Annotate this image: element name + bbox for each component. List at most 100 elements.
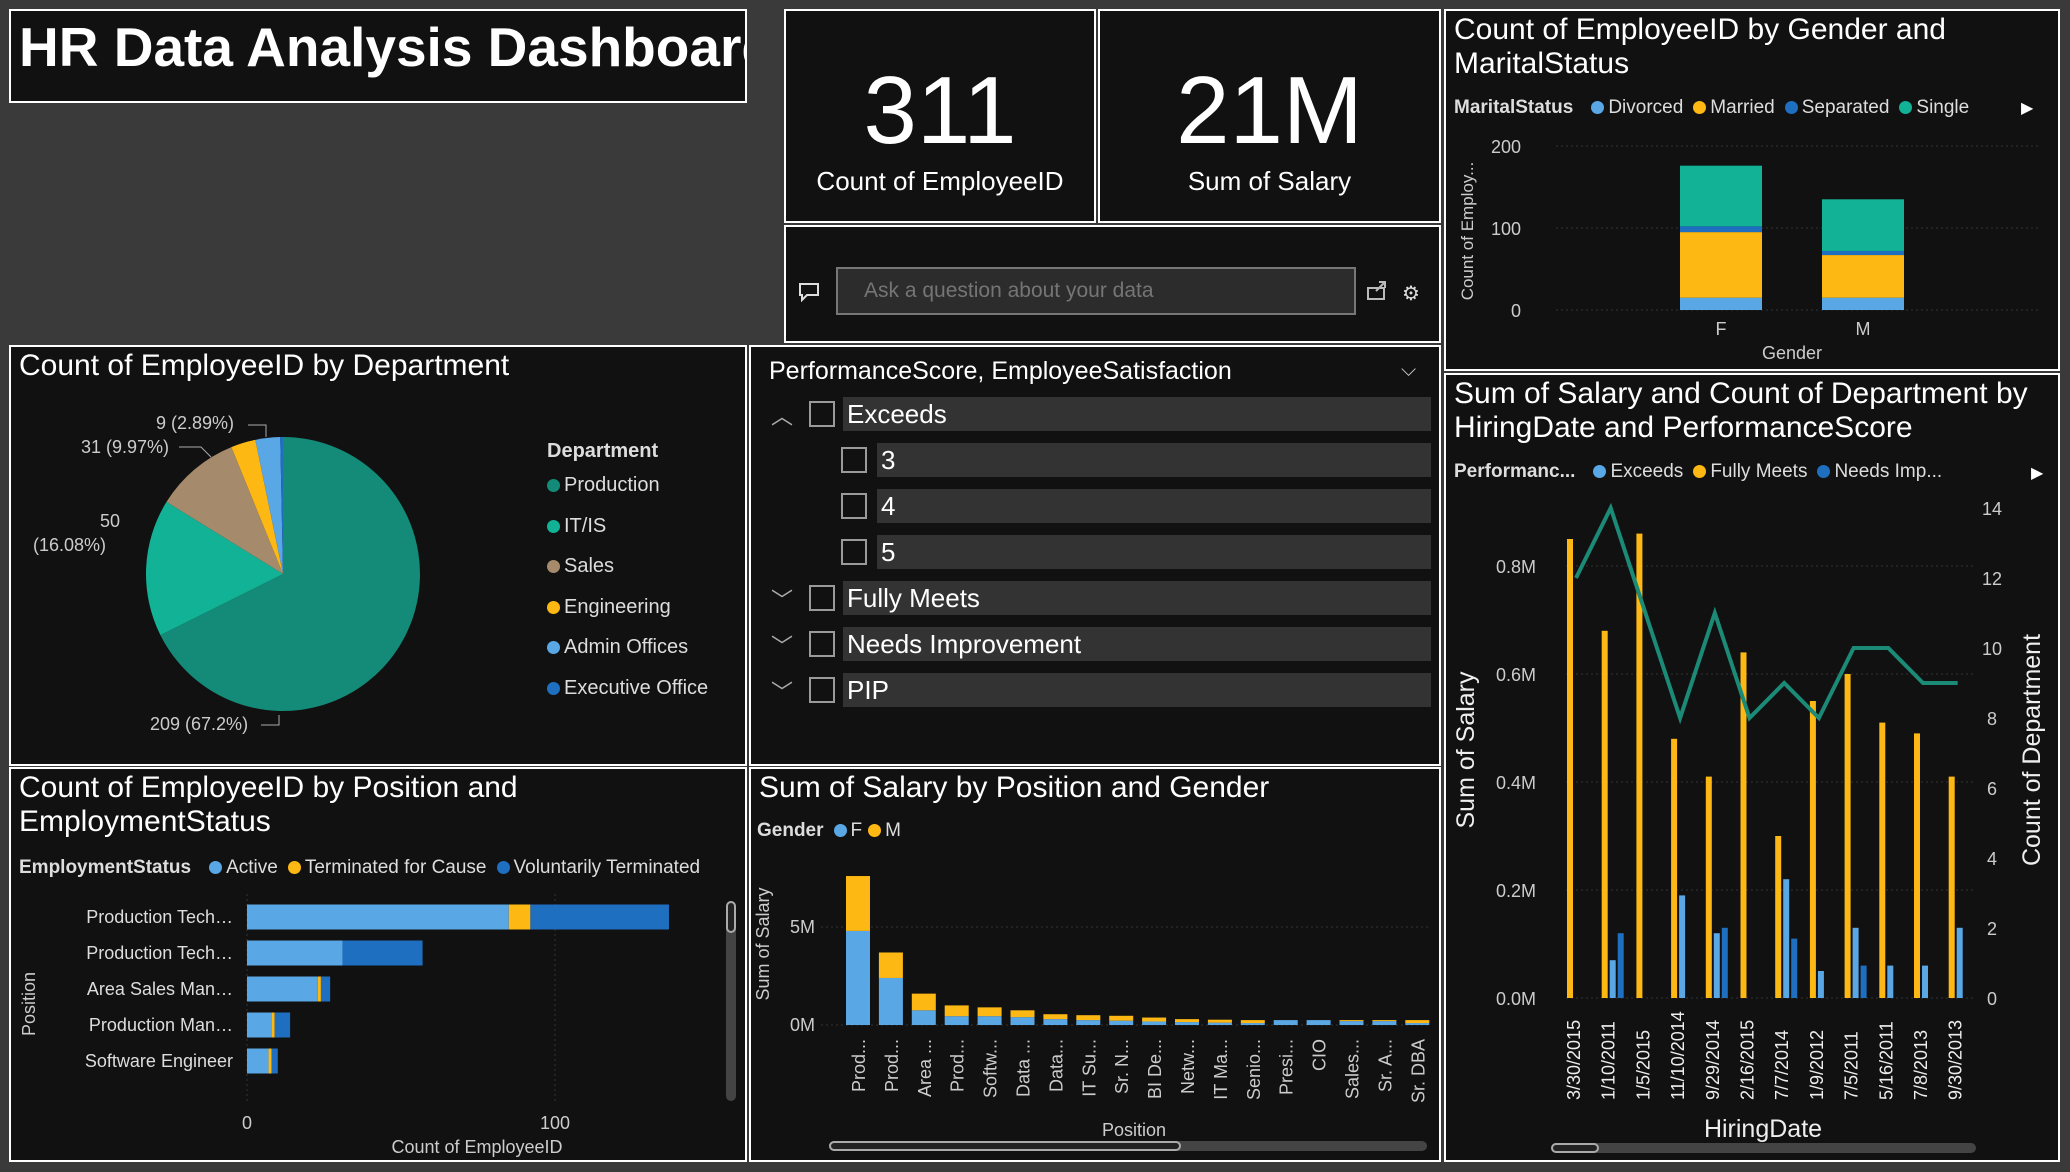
bar-voluntarily-terminated[interactable] bbox=[271, 1048, 278, 1074]
bar-voluntarily-terminated[interactable] bbox=[320, 976, 331, 1002]
pie-slice-it-is[interactable] bbox=[145, 501, 283, 636]
pie-slice-sales[interactable] bbox=[166, 447, 283, 574]
bar-f[interactable] bbox=[1339, 1021, 1364, 1025]
bar-f[interactable] bbox=[944, 1016, 969, 1025]
bar-f[interactable] bbox=[1076, 1020, 1101, 1025]
position-status-chart[interactable]: Count of EmployeeID by Position and Emplo… bbox=[9, 767, 747, 1162]
bar-exceeds[interactable] bbox=[1914, 733, 1920, 998]
chevron-down-icon[interactable]: ⌵ bbox=[1401, 359, 1417, 381]
chevron-down-icon[interactable]: ﹀ bbox=[771, 634, 794, 659]
bar-divorced[interactable] bbox=[1680, 297, 1762, 310]
bar-m[interactable] bbox=[1142, 1017, 1167, 1022]
horizontal-scrollbar[interactable] bbox=[1551, 1143, 1976, 1153]
bar-f[interactable] bbox=[1175, 1022, 1199, 1025]
checkbox[interactable] bbox=[841, 539, 867, 565]
bar-m[interactable] bbox=[1372, 1020, 1397, 1022]
slicer-item-needs-improvement[interactable]: ﹀ Needs Improvement bbox=[751, 627, 1439, 661]
bar-exceeds[interactable] bbox=[1775, 836, 1782, 998]
bar-terminated-for-cause[interactable] bbox=[271, 1012, 275, 1038]
bar-f[interactable] bbox=[1240, 1023, 1265, 1025]
salary-sum-card[interactable]: 21M Sum of Salary bbox=[1098, 9, 1441, 223]
bar-m[interactable] bbox=[878, 952, 903, 978]
bar-f[interactable] bbox=[911, 1010, 936, 1025]
pie-slice-admin-offices[interactable] bbox=[255, 437, 283, 574]
bar-needs-imp-[interactable] bbox=[1860, 965, 1867, 998]
bar-m[interactable] bbox=[1010, 1010, 1035, 1018]
chevron-down-icon[interactable]: ﹀ bbox=[771, 680, 794, 705]
pie-slice-production[interactable] bbox=[160, 437, 420, 711]
bar-needs-imp-[interactable] bbox=[1791, 938, 1798, 998]
slicer-item-exceeds[interactable]: ︿ Exceeds bbox=[751, 397, 1439, 431]
bar-fully-meets[interactable] bbox=[1956, 927, 1963, 998]
checkbox[interactable] bbox=[809, 585, 835, 611]
bar-m[interactable] bbox=[1109, 1015, 1134, 1021]
bar-needs-imp-[interactable] bbox=[1721, 927, 1728, 998]
bar-fully-meets[interactable] bbox=[1679, 895, 1686, 998]
vertical-scrollbar[interactable] bbox=[726, 901, 736, 1101]
bar-fully-meets[interactable] bbox=[1783, 879, 1790, 998]
bar-m[interactable] bbox=[977, 1007, 1002, 1017]
bar-exceeds[interactable] bbox=[1671, 738, 1678, 998]
bar-exceeds[interactable] bbox=[1740, 652, 1747, 998]
bar-single[interactable] bbox=[1680, 165, 1762, 227]
gender-marital-chart[interactable]: Count of EmployeeID by Gender and Marital… bbox=[1444, 9, 2060, 371]
checkbox[interactable] bbox=[841, 493, 867, 519]
bar-m[interactable] bbox=[1175, 1019, 1199, 1023]
bar-married[interactable] bbox=[1680, 232, 1762, 298]
legend-next-icon[interactable]: ▶ bbox=[2031, 465, 2044, 482]
legend-next-icon[interactable]: ▶ bbox=[2021, 100, 2034, 117]
bar-fully-meets[interactable] bbox=[1922, 965, 1928, 998]
chevron-up-icon[interactable]: ︿ bbox=[771, 404, 794, 429]
bar-fully-meets[interactable] bbox=[1609, 960, 1616, 998]
department-pie-chart[interactable]: Count of EmployeeID by Department 9 (2.8… bbox=[9, 345, 747, 766]
bar-m[interactable] bbox=[1207, 1019, 1232, 1023]
bar-f[interactable] bbox=[1306, 1020, 1331, 1025]
bar-f[interactable] bbox=[1207, 1022, 1232, 1025]
bar-voluntarily-terminated[interactable] bbox=[274, 1012, 291, 1038]
bar-f[interactable] bbox=[846, 930, 870, 1025]
slicer-item-4[interactable]: 4 bbox=[751, 489, 1439, 523]
bar-m[interactable] bbox=[1240, 1020, 1265, 1024]
bar-m[interactable] bbox=[1043, 1014, 1068, 1020]
bar-f[interactable] bbox=[1372, 1021, 1397, 1025]
bar-m[interactable] bbox=[1339, 1020, 1364, 1022]
pie-slice-engineering[interactable] bbox=[231, 439, 283, 574]
chevron-down-icon[interactable]: ﹀ bbox=[771, 588, 794, 613]
bar-f[interactable] bbox=[1405, 1023, 1430, 1025]
bar-f[interactable] bbox=[1043, 1019, 1068, 1025]
bar-m[interactable] bbox=[1405, 1020, 1430, 1024]
share-icon[interactable] bbox=[1366, 279, 1390, 306]
bar-f[interactable] bbox=[878, 977, 903, 1025]
bar-active[interactable] bbox=[247, 904, 509, 930]
bar-f[interactable] bbox=[1273, 1020, 1298, 1025]
bar-exceeds[interactable] bbox=[1844, 674, 1851, 998]
bar-exceeds[interactable] bbox=[1879, 722, 1886, 998]
bar-exceeds[interactable] bbox=[1567, 539, 1573, 998]
bar-fully-meets[interactable] bbox=[1887, 965, 1894, 998]
bar-exceeds[interactable] bbox=[1948, 776, 1955, 998]
bar-fully-meets[interactable] bbox=[1817, 971, 1824, 998]
bar-needs-imp-[interactable] bbox=[1617, 933, 1624, 998]
salary-hiring-chart[interactable]: Sum of Salary and Count of Department by… bbox=[1444, 373, 2060, 1162]
bar-separated[interactable] bbox=[1680, 226, 1762, 233]
checkbox[interactable] bbox=[841, 447, 867, 473]
bar-fully-meets[interactable] bbox=[1713, 933, 1720, 998]
slicer-item-5[interactable]: 5 bbox=[751, 535, 1439, 569]
bar-m[interactable] bbox=[944, 1005, 969, 1017]
employee-count-card[interactable]: 311 Count of EmployeeID bbox=[784, 9, 1096, 223]
salary-position-chart[interactable]: Sum of Salary by Position and Gender Gen… bbox=[749, 767, 1441, 1162]
bar-terminated-for-cause[interactable] bbox=[268, 1048, 272, 1074]
bar-f[interactable] bbox=[977, 1016, 1002, 1025]
slicer-item-fully-meets[interactable]: ﹀ Fully Meets bbox=[751, 581, 1439, 615]
bar-separated[interactable] bbox=[1822, 250, 1904, 256]
bar-married[interactable] bbox=[1822, 255, 1904, 298]
bar-active[interactable] bbox=[247, 1048, 269, 1074]
gear-icon[interactable]: ⚙ bbox=[1402, 283, 1420, 305]
bar-exceeds[interactable] bbox=[1636, 533, 1643, 998]
bar-divorced[interactable] bbox=[1822, 297, 1904, 310]
pie-slice-executive-office[interactable] bbox=[280, 437, 283, 574]
bar-voluntarily-terminated[interactable] bbox=[342, 940, 423, 966]
bar-active[interactable] bbox=[247, 940, 343, 966]
bar-m[interactable] bbox=[846, 876, 870, 931]
bar-exceeds[interactable] bbox=[1705, 776, 1712, 998]
